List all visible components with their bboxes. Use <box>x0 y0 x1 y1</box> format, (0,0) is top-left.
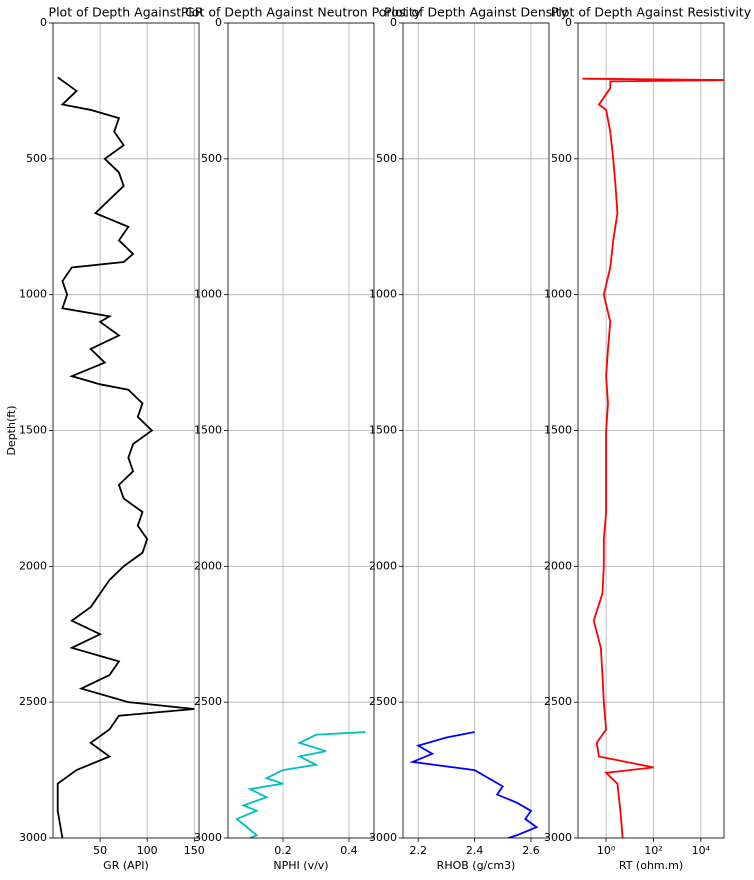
x-axis-label: RHOB (g/cm3) <box>437 859 516 872</box>
y-tick-label: 2500 <box>19 695 47 708</box>
log-curve <box>56 76 195 838</box>
x-axis-label: RT (ohm.m) <box>619 859 683 872</box>
y-tick-label: 2500 <box>369 695 397 708</box>
x-tick-label: 10⁴ <box>692 844 711 857</box>
log-curve <box>409 731 539 838</box>
x-tick-label: 2.4 <box>466 844 484 857</box>
y-tick-label: 2500 <box>544 695 572 708</box>
x-tick-label: 2.6 <box>522 844 540 857</box>
y-tick-label: 3000 <box>19 831 47 844</box>
chart-title: Plot of Depth Against Density <box>384 5 569 20</box>
y-tick-label: 3000 <box>369 831 397 844</box>
chart-title: Plot of Depth Against Resistivity <box>551 5 752 20</box>
y-tick-label: 2000 <box>19 559 47 572</box>
y-tick-label: 500 <box>201 152 222 165</box>
x-tick-label: 150 <box>184 844 205 857</box>
y-tick-label: 1000 <box>544 288 572 301</box>
x-tick-label: 50 <box>93 844 107 857</box>
y-tick-label: 0 <box>40 16 47 29</box>
axes-frame <box>52 22 200 839</box>
chart-title: Plot of Depth Against Neutron Porosity <box>181 5 422 20</box>
y-tick-label: 500 <box>26 152 47 165</box>
y-tick-label: 1500 <box>19 424 47 437</box>
chart-title: Plot of Depth Against GR <box>49 5 204 20</box>
x-axis-label: NPHI (v/v) <box>273 859 328 872</box>
x-axis-label: GR (API) <box>103 859 149 872</box>
y-tick-label: 2000 <box>544 559 572 572</box>
y-tick-label: 0 <box>565 16 572 29</box>
y-axis-label: Depth(ft) <box>5 405 18 455</box>
y-tick-label: 500 <box>376 152 397 165</box>
y-tick-label: 1000 <box>194 288 222 301</box>
log-curve <box>582 77 724 838</box>
y-tick-label: 2000 <box>194 559 222 572</box>
x-tick-label: 0.2 <box>274 844 292 857</box>
axes-frame <box>227 22 375 839</box>
y-tick-label: 0 <box>390 16 397 29</box>
y-tick-label: 2500 <box>194 695 222 708</box>
log-curve <box>235 731 366 838</box>
axes-frame <box>577 22 725 839</box>
x-tick-label: 0.4 <box>340 844 358 857</box>
y-tick-label: 1500 <box>544 424 572 437</box>
x-tick-label: 100 <box>137 844 158 857</box>
y-tick-label: 2000 <box>369 559 397 572</box>
y-tick-label: 1000 <box>19 288 47 301</box>
y-tick-label: 1500 <box>194 424 222 437</box>
x-tick-label: 2.2 <box>409 844 427 857</box>
y-tick-label: 0 <box>215 16 222 29</box>
axes-frame <box>402 22 550 839</box>
y-tick-label: 500 <box>551 152 572 165</box>
x-tick-label: 10² <box>644 844 662 857</box>
y-tick-label: 3000 <box>194 831 222 844</box>
y-tick-label: 3000 <box>544 831 572 844</box>
y-tick-label: 1500 <box>369 424 397 437</box>
x-tick-label: 10⁰ <box>597 844 616 857</box>
y-tick-label: 1000 <box>369 288 397 301</box>
